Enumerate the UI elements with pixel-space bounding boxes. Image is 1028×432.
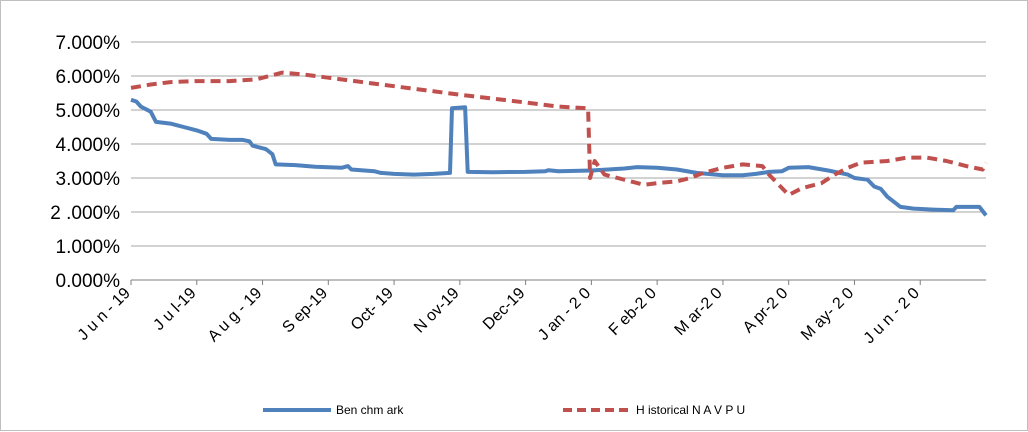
y-tick-label: 7.000% bbox=[56, 33, 121, 54]
x-tick-label: J an - 2 0 bbox=[535, 285, 594, 344]
series-line-benchmark bbox=[130, 97, 988, 217]
x-tick-label: M ar-2 0 bbox=[672, 285, 726, 339]
x-tick-label: J u l-19 bbox=[150, 285, 199, 334]
series-line-historical-navpu bbox=[130, 70, 988, 197]
grid-lines bbox=[131, 41, 986, 247]
y-tick-label: 2 .000% bbox=[50, 203, 120, 224]
x-tick-label: A u g - 19 bbox=[205, 285, 266, 346]
y-tick-label: 3.000% bbox=[56, 169, 121, 190]
y-axis-tick-labels: 0.000% 1.000% 2 .000% 3.000% 4.000% 5.000% 6.0… bbox=[50, 33, 120, 292]
y-tick-label: 6.000% bbox=[56, 67, 121, 88]
series-lines bbox=[130, 70, 988, 217]
x-tick-label: S ep-19 bbox=[279, 285, 331, 337]
y-tick-label: 5.000% bbox=[56, 101, 121, 122]
x-axis bbox=[130, 279, 986, 285]
x-axis-tick-labels: J u n - 19 J u l-19 A u g - 19 S ep-19 Oct- … bbox=[75, 285, 923, 347]
x-tick-label: M ay- 2 0 bbox=[798, 285, 857, 344]
x-tick-label: N ov-19 bbox=[411, 285, 463, 337]
x-tick-label: Dec-19 bbox=[480, 285, 529, 334]
legend: Ben chm ark H istorical N A V P U bbox=[263, 403, 745, 417]
legend-label-benchmark: Ben chm ark bbox=[336, 403, 404, 417]
y-tick-label: 4.000% bbox=[56, 135, 121, 156]
x-tick-label: J u n - 19 bbox=[75, 285, 134, 344]
x-tick-label: Oct- 19 bbox=[348, 285, 397, 334]
x-tick-label: F eb-2 0 bbox=[606, 285, 660, 339]
legend-label-historical-navpu: H istorical N A V P U bbox=[636, 403, 745, 417]
x-tick-label: J u n - 2 0 bbox=[861, 285, 923, 347]
y-tick-label: 1.000% bbox=[56, 237, 121, 258]
x-tick-label: A pr-2 0 bbox=[740, 285, 792, 337]
y-tick-label: 0.000% bbox=[56, 271, 121, 292]
